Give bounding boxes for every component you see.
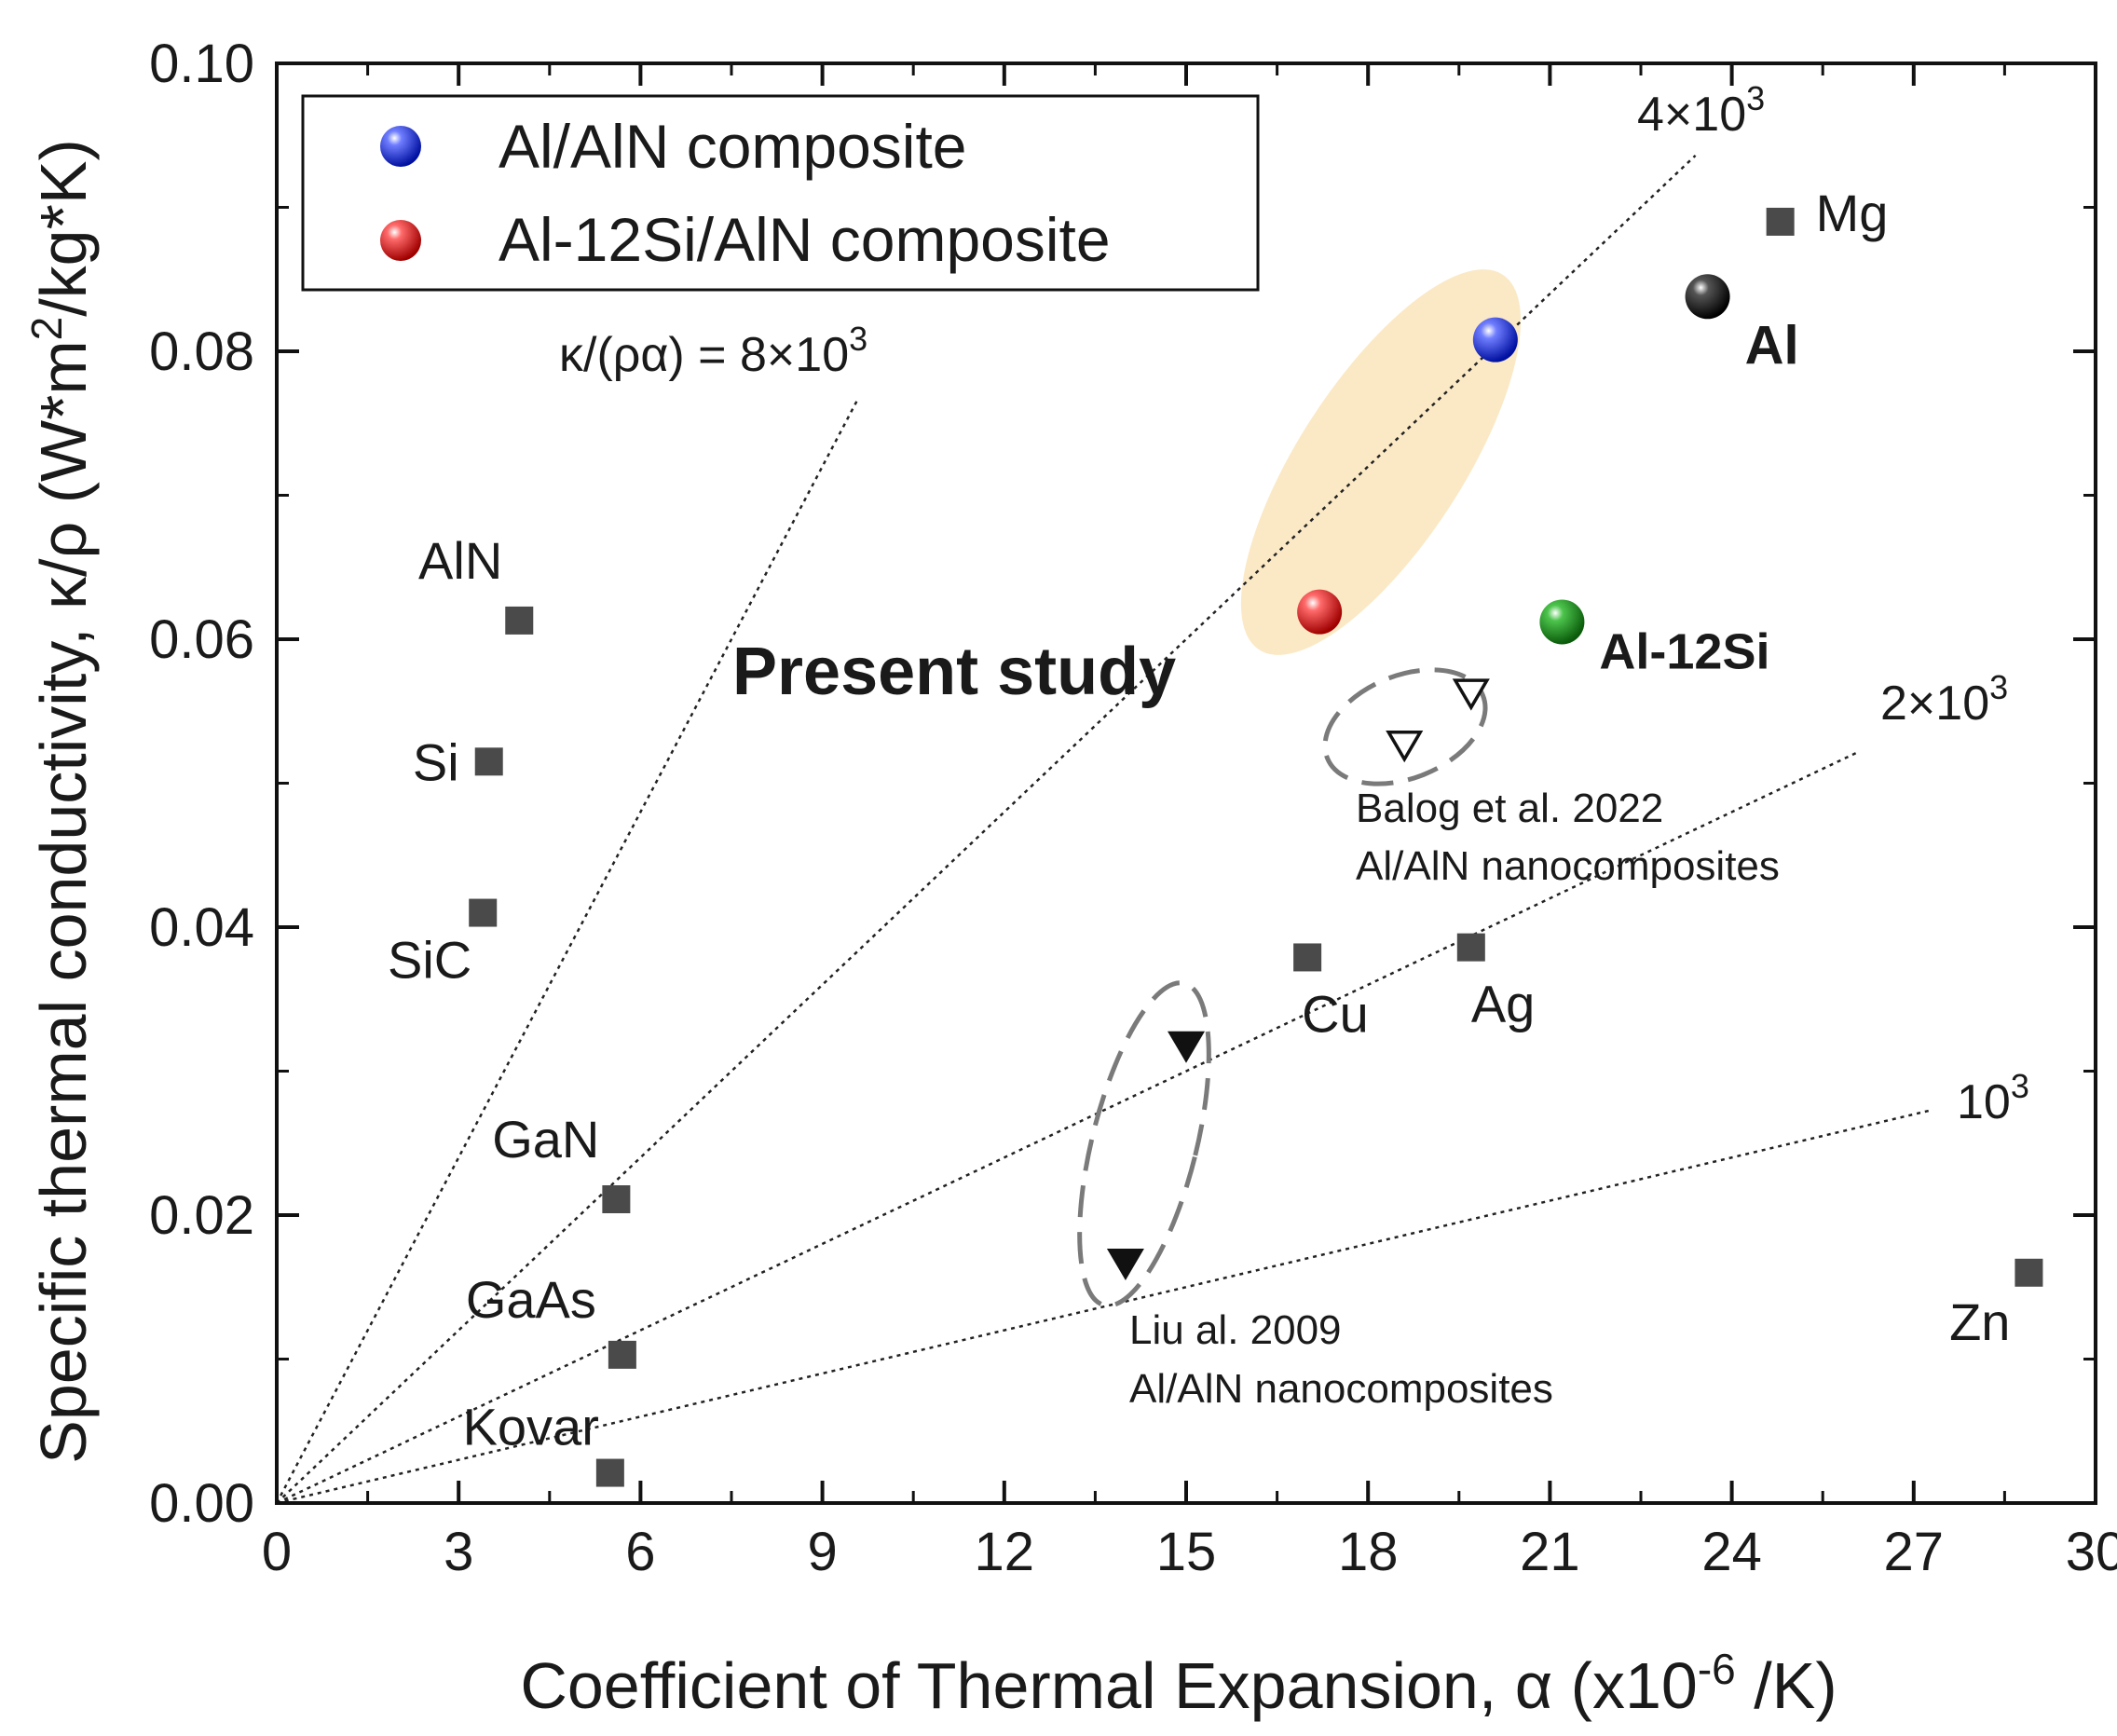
point-al [1685,274,1730,320]
y-tick-label: 0.10 [149,34,254,94]
legend-marker-al-aln [380,126,421,167]
material-label-ag: Ag [1471,975,1536,1033]
material-marker-aln [505,606,534,635]
point-al-12si-aln-composite [1297,589,1343,635]
ratio-line-1000 [276,1108,1933,1505]
point-al-aln-composite [1472,317,1518,362]
material-label-zn: Zn [1949,1292,2010,1351]
composite-points: Al Al-12Si [1297,274,1799,679]
y-axis-title: Specific thermal conductivity, κ/ρ (W*m2… [22,139,100,1464]
x-tick-label: 21 [1520,1522,1580,1582]
balog-point [1452,678,1490,711]
x-tick-label: 30 [2066,1522,2117,1582]
material-label-cu: Cu [1302,984,1369,1043]
material-label-sic: SiC [388,931,471,990]
ratio-lines [275,154,1933,1505]
ratio-label-2e3: 2×103 [1880,668,2008,731]
ratio-label-1e3: 103 [1957,1067,2029,1129]
ratio-line-8000 [275,396,860,1504]
x-tick-label: 9 [807,1522,837,1582]
x-tick-label: 0 [262,1522,292,1582]
ratio-line-2000 [276,750,1860,1505]
x-tick-label: 24 [1701,1522,1762,1582]
y-tick-label: 0.08 [149,321,254,382]
point-al-12si [1539,599,1585,645]
material-marker-cu [1293,943,1322,972]
balog-note-line1: Balog et al. 2022 [1356,786,1663,831]
point-label-al: Al [1745,315,1799,376]
axis-tick-labels: 0 3 6 9 12 15 18 21 24 27 30 0.00 0.02 0.04 0.06 0.08 0.… [149,34,2117,1582]
material-marker-sic [469,898,498,927]
material-marker-kovar [595,1458,624,1487]
y-tick-label: 0.02 [149,1185,254,1246]
material-marker-mg [1766,207,1795,236]
y-tick-label: 0.04 [149,897,254,958]
liu-note-line1: Liu al. 2009 [1129,1307,1342,1353]
material-marker-si [474,747,503,776]
material-label-kovar: Kovar [463,1398,599,1456]
x-axis-title: Coefficient of Thermal Expansion, α (x10… [520,1645,1837,1722]
y-tick-label: 0.00 [149,1473,254,1534]
x-tick-label: 18 [1338,1522,1399,1582]
legend-label-al12si-aln: Al-12Si/AlN composite [499,205,1111,274]
material-marker-zn [2015,1258,2043,1287]
material-label-gaas: GaAs [466,1270,596,1329]
present-study-label: Present study [732,635,1176,709]
material-marker-ag [1456,933,1485,962]
axis-ticks [275,62,2097,1505]
x-tick-label: 27 [1884,1522,1945,1582]
x-tick-label: 6 [625,1522,655,1582]
x-tick-label: 12 [975,1522,1035,1582]
present-study-highlight [1240,269,1522,655]
literature-points [1106,678,1490,1280]
liu-point [1168,1031,1205,1063]
ratio-label-4e3: 4×103 [1637,79,1765,142]
liu-point [1106,1248,1144,1280]
reference-materials: AlN Si SiC GaN GaAs Kovar Cu Ag Mg Zn [388,184,2043,1487]
liu-group-outline [1077,980,1211,1308]
legend-label-al-aln: Al/AlN composite [499,112,967,181]
ratio-line-4000 [276,154,1697,1504]
y-tick-label: 0.06 [149,609,254,670]
liu-note-line2: Al/AlN nanocomposites [1129,1366,1553,1412]
balog-point [1386,731,1424,763]
legend-marker-al12si-aln [380,220,421,261]
material-label-gan: GaN [492,1110,599,1169]
balog-note-line2: Al/AlN nanocomposites [1356,843,1780,889]
x-tick-label: 3 [444,1522,473,1582]
balog-group-outline [1322,667,1488,786]
material-label-si: Si [413,732,459,791]
material-marker-gan [602,1185,631,1214]
material-label-mg: Mg [1816,184,1889,242]
point-label-al-12si: Al-12Si [1599,623,1769,679]
legend: Al/AlN composite Al-12Si/AlN composite [301,94,1260,292]
ratio-label-8e3: κ/(ρα) = 8×103 [559,320,867,382]
x-tick-label: 15 [1156,1522,1217,1582]
legend-box [301,94,1260,292]
material-marker-gaas [608,1340,636,1369]
material-label-aln: AlN [418,531,502,590]
